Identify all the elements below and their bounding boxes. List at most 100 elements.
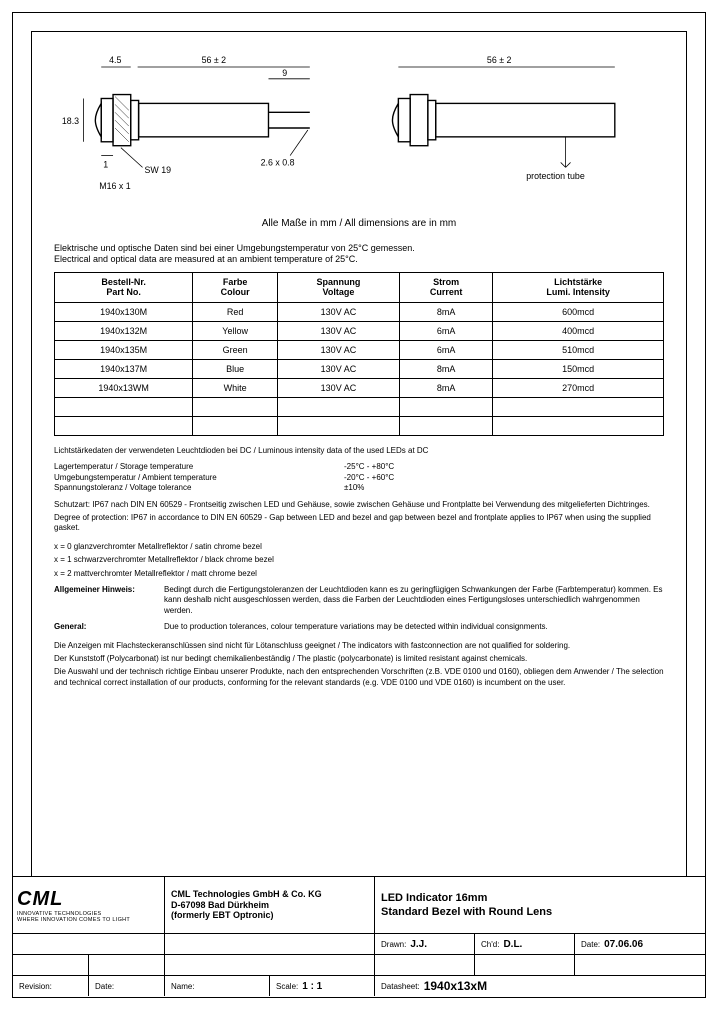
notes-block: Lichtstärkedaten der verwendeten Leuchtd… [54, 446, 664, 688]
dim-4-5: 4.5 [109, 55, 121, 65]
table-cell: Green [193, 341, 278, 360]
logo-sub2: WHERE INNOVATION COMES TO LIGHT [17, 917, 130, 923]
chkd-cell: Ch'd: D.L. [475, 934, 575, 954]
note-x2: x = 2 mattverchromter Metallreflektor / … [54, 569, 664, 579]
general-text: Due to production tolerances, colour tem… [164, 622, 664, 632]
note-ip-de: Schutzart: IP67 nach DIN EN 60529 - Fron… [54, 500, 664, 510]
table-cell: 270mcd [493, 379, 664, 398]
table-cell: 1940x130M [55, 303, 193, 322]
table-cell [277, 417, 399, 436]
table-cell: White [193, 379, 278, 398]
table-cell: 8mA [399, 379, 492, 398]
date-cell: Date: 07.06.06 [575, 934, 705, 954]
title-cell: LED Indicator 16mm Standard Bezel with R… [375, 877, 705, 933]
intro-text: Elektrische und optische Daten sind bei … [54, 243, 664, 266]
table-cell: 130V AC [277, 379, 399, 398]
intro-en: Electrical and optical data are measured… [54, 254, 664, 265]
table-cell: Blue [193, 360, 278, 379]
logo-cell: CML INNOVATIVE TECHNOLOGIES WHERE INNOVA… [13, 877, 165, 933]
th-intensity: Lichtstärke Lumi. Intensity [493, 272, 664, 303]
note-solder: Die Anzeigen mit Flachsteckeranschlüssen… [54, 641, 664, 651]
table-cell: 8mA [399, 303, 492, 322]
table-cell [399, 417, 492, 436]
hinweis-label: Allgemeiner Hinweis: [54, 585, 164, 616]
table-cell [193, 417, 278, 436]
general-label: General: [54, 622, 164, 632]
empty-cell-7 [475, 955, 575, 975]
note-plastic: Der Kunststoff (Polycarbonat) ist nur be… [54, 654, 664, 664]
th-voltage: Spannung Voltage [277, 272, 399, 303]
note-dc: Lichtstärkedaten der verwendeten Leuchtd… [54, 446, 664, 456]
table-cell [55, 417, 193, 436]
empty-cell-8 [575, 955, 705, 975]
empty-cell-4 [89, 955, 165, 975]
dim-18-3: 18.3 [62, 116, 79, 126]
table-row [55, 417, 664, 436]
table-cell: 6mA [399, 341, 492, 360]
note-x0: x = 0 glanzverchromter Metallreflektor /… [54, 542, 664, 552]
th-colour: Farbe Colour [193, 272, 278, 303]
title-line1: LED Indicator 16mm [381, 891, 487, 905]
scale-cell: Scale: 1 : 1 [270, 976, 375, 996]
datasheet-cell: Datasheet: 1940x13xM [375, 976, 705, 996]
company-line2: D-67098 Bad Dürkheim [171, 900, 269, 911]
table-row: 1940x135MGreen130V AC6mA510mcd [55, 341, 664, 360]
dim-9: 9 [282, 68, 287, 78]
empty-cell-3 [13, 955, 89, 975]
dim-56-r: 56 ± 2 [487, 55, 512, 65]
company-cell: CML Technologies GmbH & Co. KG D-67098 B… [165, 877, 375, 933]
note-ip-en: Degree of protection: IP67 in accordance… [54, 513, 664, 534]
table-row: 1940x137MBlue130V AC8mA150mcd [55, 360, 664, 379]
empty-cell-1 [13, 934, 165, 954]
table-cell: 130V AC [277, 341, 399, 360]
date2-cell: Date: [89, 976, 165, 996]
table-row: 1940x132MYellow130V AC6mA400mcd [55, 322, 664, 341]
table-cell: 130V AC [277, 360, 399, 379]
logo: CML [17, 888, 63, 911]
table-cell: 1940x137M [55, 360, 193, 379]
table-cell: 130V AC [277, 303, 399, 322]
empty-cell-6 [375, 955, 475, 975]
empty-cell-2 [165, 934, 375, 954]
hinweis-text: Bedingt durch die Fertigungstoleranzen d… [164, 585, 664, 616]
table-cell: 8mA [399, 360, 492, 379]
company-line1: CML Technologies GmbH & Co. KG [171, 889, 322, 900]
table-cell: 1940x13WM [55, 379, 193, 398]
technical-drawing: 4.5 56 ± 2 9 [54, 48, 664, 208]
table-cell: 600mcd [493, 303, 664, 322]
title-line2: Standard Bezel with Round Lens [381, 905, 552, 919]
dim-pin: 2.6 x 0.8 [261, 157, 295, 167]
company-line3: (formerly EBT Optronic) [171, 910, 274, 921]
table-cell [399, 398, 492, 417]
table-cell [277, 398, 399, 417]
label-protection-tube: protection tube [526, 171, 585, 181]
table-cell: 400mcd [493, 322, 664, 341]
rev-cell: Revision: [13, 976, 89, 996]
dimensions-caption: Alle Maße in mm / All dimensions are in … [54, 218, 664, 229]
table-cell: 150mcd [493, 360, 664, 379]
table-row [55, 398, 664, 417]
table-cell: Yellow [193, 322, 278, 341]
name-cell: Name: [165, 976, 270, 996]
table-cell: 510mcd [493, 341, 664, 360]
note-x1: x = 1 schwarzverchromter Metallreflektor… [54, 555, 664, 565]
table-cell: 130V AC [277, 322, 399, 341]
table-cell [493, 398, 664, 417]
dim-56: 56 ± 2 [202, 55, 227, 65]
env-row: Spannungstoleranz / Voltage tolerance±10… [54, 483, 664, 493]
spec-table: Bestell-Nr. Part No. Farbe Colour Spannu… [54, 272, 664, 437]
table-row: 1940x13WMWhite130V AC8mA270mcd [55, 379, 664, 398]
th-part: Bestell-Nr. Part No. [55, 272, 193, 303]
th-current: Strom Current [399, 272, 492, 303]
dim-m16: M16 x 1 [99, 181, 131, 191]
page-frame: 4.5 56 ± 2 9 [12, 12, 706, 998]
table-cell: Red [193, 303, 278, 322]
table-cell [193, 398, 278, 417]
drawing-svg: 4.5 56 ± 2 9 [54, 48, 664, 208]
table-cell: 6mA [399, 322, 492, 341]
note-install: Die Auswahl und der technisch richtige E… [54, 667, 664, 688]
table-cell: 1940x132M [55, 322, 193, 341]
title-block: CML INNOVATIVE TECHNOLOGIES WHERE INNOVA… [13, 876, 705, 997]
table-cell: 1940x135M [55, 341, 193, 360]
content-frame: 4.5 56 ± 2 9 [31, 31, 687, 877]
